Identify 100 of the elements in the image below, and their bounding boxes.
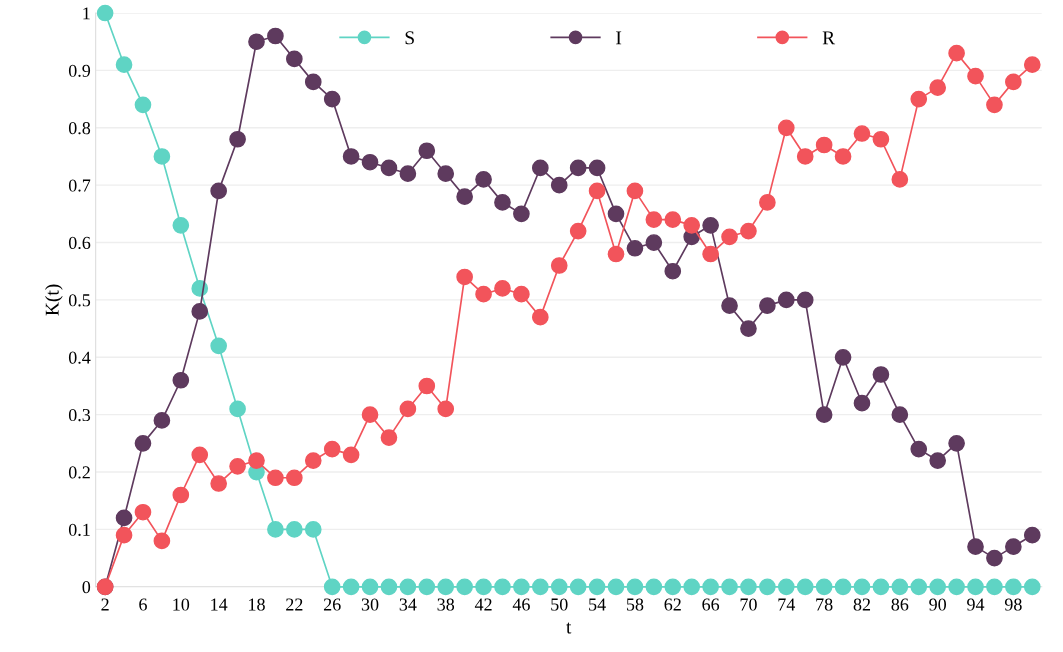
x-tick-label: 34 — [399, 598, 417, 611]
point — [626, 239, 644, 257]
point — [815, 578, 833, 596]
point — [513, 285, 530, 303]
point — [399, 165, 417, 183]
y-tick-label: 1 — [83, 7, 90, 20]
point — [134, 435, 152, 452]
y-tick-label: 0.9 — [68, 64, 91, 77]
point — [531, 578, 549, 596]
point — [645, 211, 663, 228]
point — [796, 148, 814, 165]
x-tick-label: 50 — [551, 598, 568, 611]
x-tick-label: 38 — [437, 598, 455, 611]
point — [475, 285, 492, 303]
point — [1005, 578, 1022, 596]
point — [607, 205, 625, 223]
point — [645, 234, 663, 251]
y-tick-label: 0 — [82, 581, 91, 594]
point — [342, 578, 360, 596]
point — [834, 348, 852, 366]
point — [664, 211, 682, 228]
point — [361, 153, 379, 171]
point — [777, 291, 795, 309]
point — [399, 578, 417, 596]
point — [115, 526, 133, 544]
y-tick-label: 0.7 — [68, 179, 91, 192]
point — [323, 440, 341, 458]
legend-label: S — [405, 31, 414, 45]
point — [437, 165, 455, 183]
point — [1005, 538, 1022, 555]
point — [153, 532, 171, 550]
point — [248, 452, 265, 469]
point — [929, 452, 947, 469]
point — [286, 50, 303, 68]
point — [796, 291, 814, 309]
point — [229, 400, 246, 418]
point — [569, 222, 587, 240]
point — [361, 406, 379, 424]
point — [891, 578, 909, 596]
point — [153, 148, 171, 165]
point — [531, 308, 549, 326]
x-tick-label: 10 — [173, 598, 190, 611]
y-axis-title: K(t) — [45, 284, 63, 316]
point — [380, 578, 398, 596]
point — [853, 578, 871, 596]
point — [948, 578, 965, 596]
point — [891, 406, 909, 424]
x-tick-label: 30 — [361, 598, 379, 611]
point — [588, 578, 606, 596]
x-tick-label: 42 — [474, 598, 492, 611]
point — [361, 578, 379, 596]
point — [910, 90, 928, 108]
point — [626, 578, 644, 596]
point — [929, 79, 947, 96]
x-tick-label: 94 — [967, 598, 985, 611]
y-tick-label: 0.2 — [68, 466, 90, 479]
point — [191, 303, 209, 320]
point — [721, 297, 738, 314]
x-tick-label: 46 — [512, 598, 530, 611]
x-tick-label: 26 — [323, 598, 341, 611]
point — [967, 578, 984, 596]
point — [853, 125, 871, 142]
y-tick-label: 0.3 — [68, 408, 91, 422]
point — [248, 33, 265, 51]
point — [607, 245, 625, 263]
point — [986, 578, 1003, 596]
point — [172, 371, 190, 389]
point — [777, 578, 795, 596]
point — [475, 171, 492, 188]
point — [172, 486, 190, 504]
point — [456, 578, 473, 596]
point — [740, 320, 757, 337]
point — [380, 429, 398, 446]
point — [607, 578, 625, 596]
point — [702, 245, 719, 263]
x-tick-label: 74 — [778, 598, 796, 611]
point — [380, 159, 398, 177]
point — [948, 44, 965, 62]
legend-label: R — [822, 31, 836, 45]
point — [494, 280, 511, 297]
point — [815, 136, 833, 154]
point — [323, 578, 341, 596]
point — [229, 457, 246, 475]
point — [456, 268, 473, 286]
point — [323, 90, 341, 108]
point — [588, 182, 606, 200]
point — [286, 521, 303, 538]
point — [796, 578, 814, 596]
point — [267, 27, 284, 45]
point — [967, 67, 984, 85]
point — [134, 96, 152, 114]
point — [153, 412, 171, 429]
point — [550, 578, 568, 596]
point — [721, 228, 738, 246]
x-tick-label: 70 — [740, 598, 757, 611]
point — [304, 521, 322, 538]
point — [740, 578, 757, 596]
point — [475, 578, 492, 596]
point — [853, 394, 871, 412]
point — [456, 188, 473, 205]
